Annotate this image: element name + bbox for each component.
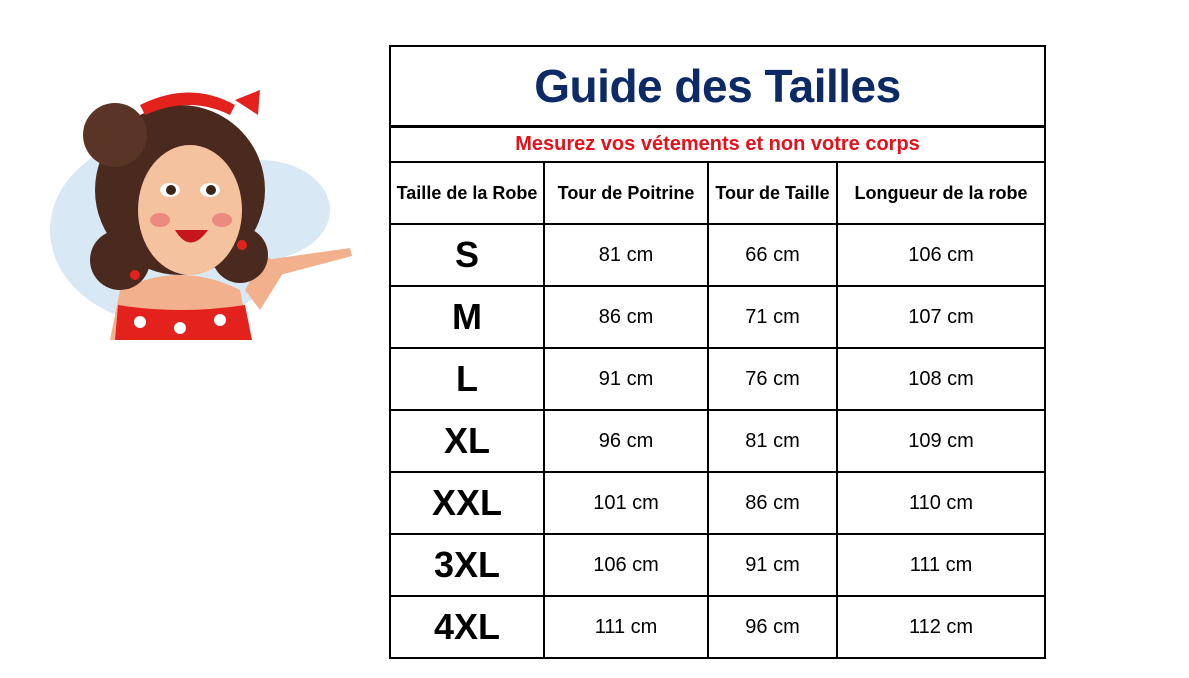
cell-size: M [389,285,545,349]
table-row: M 86 cm 71 cm 107 cm [389,285,1047,349]
cell-length: 112 cm [835,595,1047,659]
cell-length: 106 cm [835,223,1047,287]
cell-chest: 106 cm [543,533,709,597]
table-row: S 81 cm 66 cm 106 cm [389,223,1047,287]
table-subtitle: Mesurez vos vétements et non votre corps [388,125,1047,163]
cell-waist: 86 cm [707,471,838,535]
cell-waist: 91 cm [707,533,838,597]
pinup-woman-illustration [50,90,352,340]
header-length: Longueur de la robe [835,161,1047,225]
cell-size: S [389,223,545,287]
cell-length: 108 cm [835,347,1047,411]
cell-waist: 71 cm [707,285,838,349]
table-row: L 91 cm 76 cm 108 cm [389,347,1047,411]
cell-size: 3XL [389,533,545,597]
cell-length: 109 cm [835,409,1047,473]
cell-length: 107 cm [835,285,1047,349]
cell-size: XL [389,409,545,473]
table-row: 3XL 106 cm 91 cm 111 cm [389,533,1047,597]
cell-chest: 111 cm [543,595,709,659]
cell-chest: 96 cm [543,409,709,473]
cell-waist: 66 cm [707,223,838,287]
cell-chest: 81 cm [543,223,709,287]
cell-size: L [389,347,545,411]
cell-waist: 96 cm [707,595,838,659]
header-size: Taille de la Robe [389,161,545,225]
cell-waist: 76 cm [707,347,838,411]
cell-size: XXL [389,471,545,535]
cell-length: 110 cm [835,471,1047,535]
header-waist: Tour de Taille [707,161,838,225]
header-chest: Tour de Poitrine [543,161,709,225]
cell-chest: 86 cm [543,285,709,349]
cell-chest: 91 cm [543,347,709,411]
cell-size: 4XL [389,595,545,659]
table-row: XXL 101 cm 86 cm 110 cm [389,471,1047,535]
cell-waist: 81 cm [707,409,838,473]
table-row: XL 96 cm 81 cm 109 cm [389,409,1047,473]
table-row: 4XL 111 cm 96 cm 112 cm [389,595,1047,659]
size-guide-table: Guide des Tailles Mesurez vos vétements … [388,45,1047,659]
cell-length: 111 cm [835,533,1047,597]
cell-chest: 101 cm [543,471,709,535]
table-title: Guide des Tailles [388,45,1047,128]
